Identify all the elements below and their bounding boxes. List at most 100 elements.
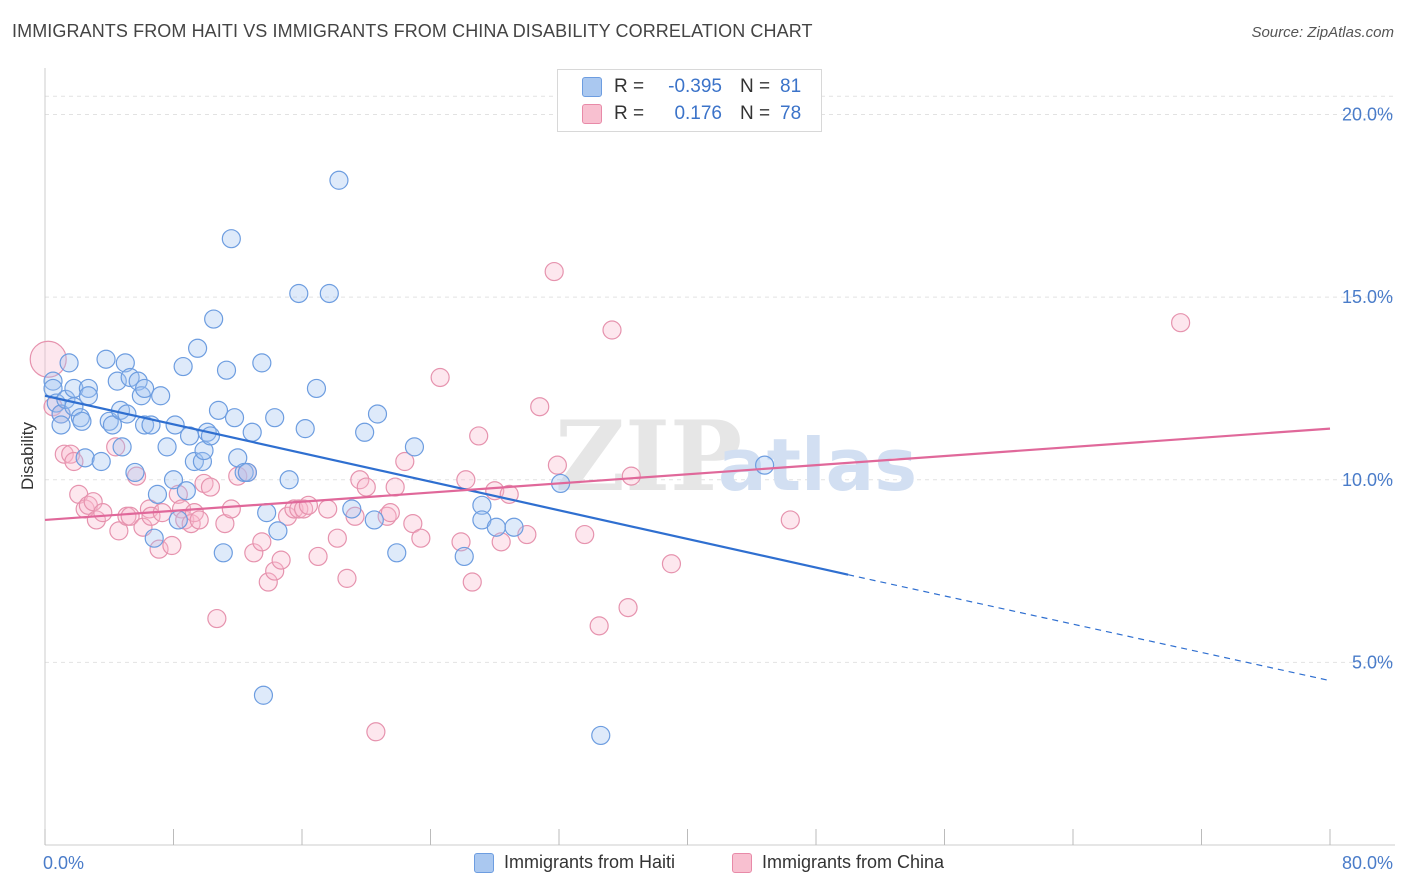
china-data-point xyxy=(661,554,682,574)
haiti-data-point xyxy=(184,451,204,472)
legend-swatch-china xyxy=(582,104,602,124)
china-data-point xyxy=(289,499,309,519)
china-data-point xyxy=(298,495,319,515)
bottom-legend-swatch-china xyxy=(732,852,752,873)
haiti-data-point xyxy=(306,378,327,399)
china-data-point xyxy=(366,722,386,742)
haiti-data-point xyxy=(342,499,362,519)
china-data-point xyxy=(377,506,397,526)
y-tick-label: 10.0% xyxy=(1342,470,1393,490)
haiti-data-point xyxy=(387,543,407,563)
haiti-data-point xyxy=(176,481,196,501)
haiti-data-point xyxy=(91,451,111,472)
haiti-data-point xyxy=(59,353,79,373)
y-tick-label: 20.0% xyxy=(1342,105,1393,125)
haiti-data-point xyxy=(208,400,229,420)
china-data-point xyxy=(491,532,511,552)
haiti-data-point xyxy=(134,415,155,435)
china-data-point xyxy=(120,506,140,526)
haiti-data-point xyxy=(454,546,474,567)
china-data-point xyxy=(252,532,272,552)
legend-r-value-haiti: -0.395 xyxy=(668,76,722,97)
haiti-data-point xyxy=(173,356,193,377)
haiti-data-point xyxy=(295,419,315,439)
haiti-data-point xyxy=(319,283,339,304)
haiti-data-point xyxy=(96,349,116,369)
legend-n-label: N = xyxy=(740,103,771,124)
haiti-data-point xyxy=(151,386,171,406)
china-data-point xyxy=(621,466,641,486)
haiti-data-point xyxy=(51,415,71,435)
china-data-point xyxy=(618,597,638,618)
china-data-point xyxy=(780,510,800,530)
china-series xyxy=(29,112,1191,742)
legend-n-label: N = xyxy=(740,76,771,97)
china-trend-line xyxy=(44,427,1331,522)
haiti-data-point xyxy=(364,510,384,530)
china-data-point xyxy=(462,572,482,592)
axes xyxy=(44,68,1395,846)
china-data-point xyxy=(258,572,278,592)
legend-r-value-china: 0.176 xyxy=(674,103,722,124)
bottom-legend-label-haiti: Immigrants from Haiti xyxy=(504,852,676,872)
china-data-point xyxy=(93,503,113,523)
legend-row-china: R = 0.176 N = 78 xyxy=(582,102,801,126)
china-data-point xyxy=(589,616,609,636)
watermark: ZIP atlas xyxy=(555,400,917,513)
bottom-legend-haiti: Immigrants from Haiti xyxy=(474,852,675,873)
haiti-data-point xyxy=(216,360,237,380)
haiti-data-point xyxy=(204,309,224,329)
legend-r-label: R = xyxy=(614,76,645,97)
haiti-data-point xyxy=(200,426,221,446)
china-data-point xyxy=(207,608,227,629)
china-data-point xyxy=(1171,313,1191,333)
china-data-point xyxy=(451,532,471,552)
chart-title: IMMIGRANTS FROM HAITI VS IMMIGRANTS FROM… xyxy=(12,21,813,41)
haiti-data-point xyxy=(163,470,184,490)
legend-row-haiti: R = -0.395 N = 81 xyxy=(582,75,801,99)
china-data-point xyxy=(29,340,67,378)
china-data-point xyxy=(469,426,489,446)
haiti-data-point xyxy=(754,455,775,475)
haiti-data-point xyxy=(168,510,188,530)
legend-r-label: R = xyxy=(614,103,645,124)
haiti-data-point xyxy=(144,528,164,548)
haiti-data-point xyxy=(107,371,127,391)
haiti-data-point xyxy=(224,408,245,428)
watermark-zip: ZIP xyxy=(555,400,742,513)
legend-n-value-china: 78 xyxy=(780,103,802,124)
china-data-point xyxy=(575,524,595,545)
haiti-data-point xyxy=(367,404,388,424)
haiti-data-point xyxy=(242,422,262,442)
china-data-point xyxy=(200,477,221,497)
y-tick-label: 15.0% xyxy=(1342,287,1393,307)
x-tick-label: 80.0% xyxy=(1342,853,1393,873)
haiti-data-point xyxy=(279,470,299,490)
haiti-data-point xyxy=(43,371,63,391)
china-data-point xyxy=(380,503,400,523)
haiti-data-point xyxy=(115,353,135,373)
tick-labels: 5.0% 10.0% 15.0% 20.0% 0.0% 80.0% xyxy=(43,105,1393,873)
legend-swatch-haiti xyxy=(582,77,602,97)
china-data-point xyxy=(350,470,370,490)
china-data-point xyxy=(308,546,328,567)
haiti-data-point xyxy=(504,517,524,537)
haiti-data-point xyxy=(157,437,177,457)
china-data-point xyxy=(544,261,564,282)
china-data-point xyxy=(54,444,74,464)
haiti-data-point xyxy=(329,170,349,190)
haiti-data-point xyxy=(472,495,492,515)
china-data-point xyxy=(356,477,376,497)
bottom-legend-swatch-haiti xyxy=(474,852,494,873)
haiti-data-point xyxy=(78,378,98,399)
haiti-data-point xyxy=(404,437,425,457)
haiti-data-point xyxy=(257,503,277,523)
china-data-point xyxy=(194,473,214,494)
haiti-data-point xyxy=(221,229,241,249)
haiti-data-point xyxy=(147,484,168,504)
china-data-point xyxy=(106,437,126,457)
haiti-data-point xyxy=(187,338,208,358)
haiti-data-point xyxy=(72,411,92,431)
stats-legend: R = -0.395 N = 81 R = 0.176 N = 78 xyxy=(557,69,822,132)
haiti-data-point xyxy=(125,462,145,483)
